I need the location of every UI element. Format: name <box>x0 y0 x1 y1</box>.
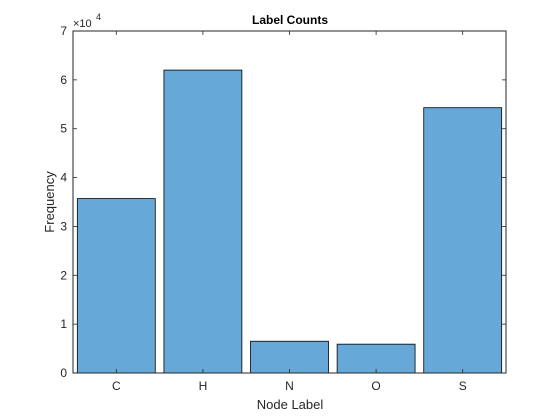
chart-title: Label Counts <box>252 13 328 27</box>
y-tick-label: 6 <box>60 73 67 87</box>
y-tick-label: 1 <box>60 317 67 331</box>
y-tick-label: 3 <box>60 219 67 233</box>
y-tick-label: 5 <box>60 122 67 136</box>
bar-o <box>336 343 416 374</box>
bar-h <box>163 69 243 374</box>
y-axis-label: Frequency <box>42 171 57 233</box>
y-tick-label: 4 <box>60 171 67 185</box>
x-tick-label: H <box>199 379 208 393</box>
x-tick-label: N <box>285 379 294 393</box>
y-tick-label: 7 <box>60 24 67 38</box>
y-tick-label: 0 <box>60 366 67 380</box>
bars-group <box>76 69 503 374</box>
x-axis-label: Node Label <box>257 397 324 412</box>
y-tick-label: 2 <box>60 268 67 282</box>
bar-s <box>423 107 503 374</box>
bar-c <box>76 198 156 374</box>
y-ticks-group: 0 1 2 3 4 5 6 7 <box>60 24 506 380</box>
plot-area-box <box>72 30 507 374</box>
x-tick-label: O <box>371 379 380 393</box>
x-tick-label: S <box>459 379 467 393</box>
bar-n <box>250 340 329 374</box>
exponent-label: ×10 4 <box>73 12 101 30</box>
x-tick-label: C <box>112 379 121 393</box>
y-exponent-base: ×10 <box>73 18 92 30</box>
y-exponent-power: 4 <box>96 12 101 22</box>
